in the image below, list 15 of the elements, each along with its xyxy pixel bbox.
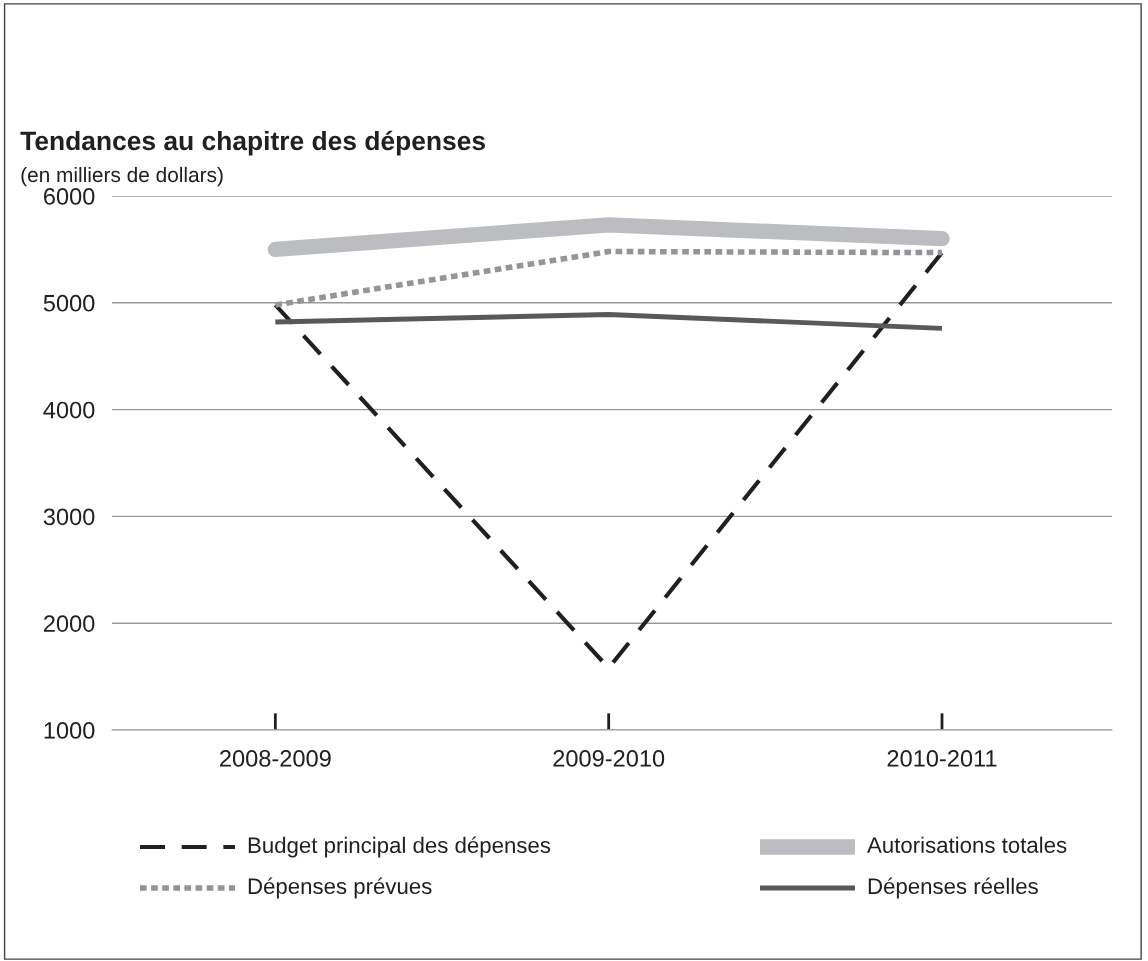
y-tick-label: 5000 [43, 294, 95, 312]
y-tick-label: 4000 [43, 401, 95, 419]
chart-subtitle: (en milliers de dollars) [21, 166, 223, 187]
legend-label: Dépenses prévues [248, 877, 432, 899]
x-tick-label: 2008-2009 [220, 750, 331, 767]
legend-label: Budget principal des dépenses [248, 836, 551, 858]
x-tick-label: 2010-2011 [887, 750, 997, 767]
legend-label: Dépenses réelles [868, 877, 1038, 899]
y-tick-label: 2000 [44, 615, 95, 632]
y-tick-label: 1000 [44, 722, 95, 739]
x-tick-label: 2009-2010 [553, 750, 665, 767]
legend-label: Autorisations totales [867, 836, 1067, 853]
y-tick-label: 3000 [43, 508, 95, 526]
y-tick-label: 6000 [44, 188, 95, 205]
chart-title: Tendances au chapitre des dépenses [20, 130, 485, 156]
